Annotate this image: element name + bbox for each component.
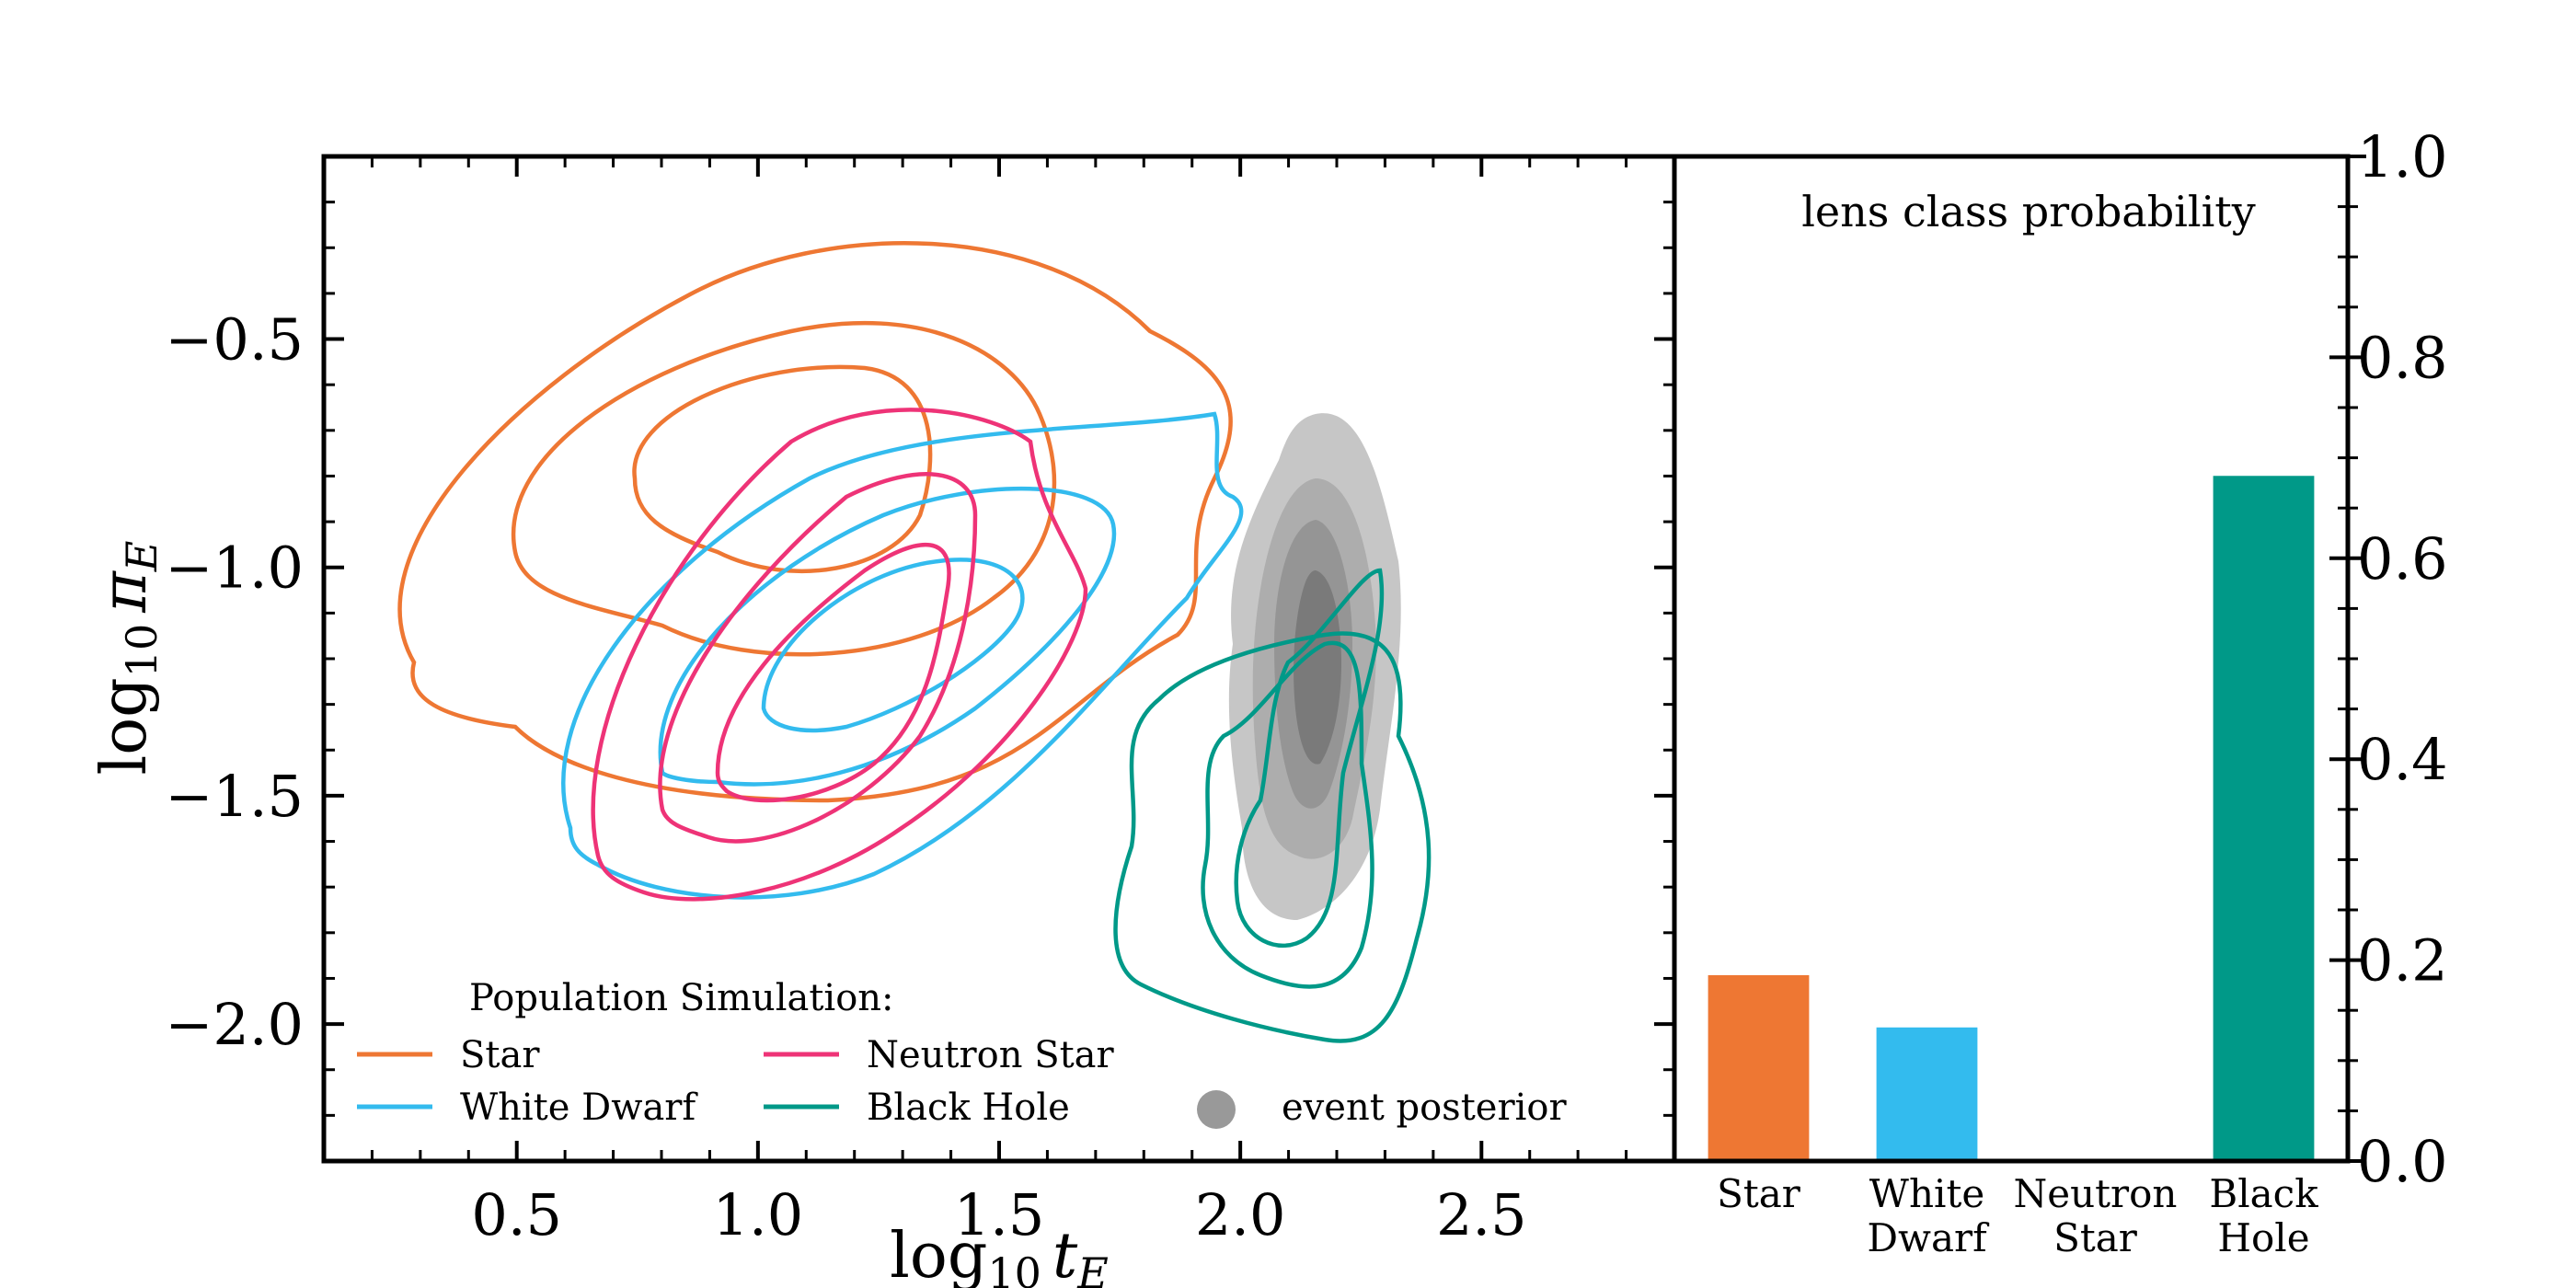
legend-label-white-dwarf: White Dwarf (460, 1087, 698, 1129)
black-hole-contours (1113, 568, 1432, 1043)
y-tick-label: −1.0 (165, 535, 304, 602)
bar-y-tick-label: 1.0 (2357, 123, 2448, 190)
neutron-star-contours (591, 408, 1088, 902)
bar-white-dwarf (1876, 1027, 1978, 1161)
bar-panel-title: lens class probability (1801, 187, 2256, 236)
legend-label-neutron-star: Neutron Star (867, 1034, 1115, 1076)
x-tick-label: 0.5 (471, 1181, 562, 1248)
contour-panel: 0.5 1.0 1.5 2.0 2.5−0.5−1.0−1.5−2.0 log10 tE … (88, 154, 1677, 1288)
bar-y-tick-label: 0.6 (2357, 525, 2448, 592)
white-dwarf-contour-outer (561, 411, 1244, 900)
legend: Population Simulation: Star White Dwarf … (357, 977, 1567, 1129)
bar-black-hole (2213, 476, 2315, 1161)
star-contour-mid (512, 320, 1057, 657)
bar-y-tick-label: 0.8 (2357, 324, 2448, 391)
white-dwarf-contour-inner (761, 558, 1025, 733)
y-axis-title: log10πE (88, 540, 167, 775)
bar-category-labels: Star White Dwarf Neutron Star Black Hole (1717, 1171, 2318, 1260)
x-tick-label: 1.5 (954, 1181, 1045, 1248)
x-tick-label: 1.0 (713, 1181, 804, 1248)
white-dwarf-contour-mid (658, 486, 1117, 787)
bar-label-black-hole: Black Hole (2209, 1171, 2318, 1260)
bar-panel: 0.0 0.2 0.4 0.6 0.8 1.0 Star White Dwarf Neutron… (1672, 123, 2448, 1260)
legend-label-star: Star (460, 1034, 540, 1076)
y-tick-label: −2.0 (165, 991, 304, 1058)
x-tick-label: 2.5 (1436, 1181, 1527, 1248)
bar-label-white-dwarf: White Dwarf (1867, 1171, 1990, 1260)
star-contours (397, 241, 1233, 803)
bar-y-tick-label: 0.4 (2357, 726, 2448, 793)
neutron-star-contour-mid (658, 472, 978, 844)
legend-swatch-event-posterior (1197, 1090, 1236, 1129)
legend-label-black-hole: Black Hole (867, 1087, 1070, 1129)
x-tick-label: 2.0 (1195, 1181, 1286, 1248)
black-hole-contour-inner (1234, 568, 1385, 949)
bar-axis-ticks (2329, 155, 2366, 1163)
neutron-star-contour-outer (591, 408, 1088, 902)
star-contour-inner (632, 364, 933, 574)
legend-label-event-posterior: event posterior (1282, 1087, 1567, 1129)
y-tick-label: −0.5 (165, 306, 304, 374)
bar-y-tick-label: 0.0 (2357, 1128, 2448, 1195)
event-posterior (1228, 413, 1401, 920)
bar-label-star: Star (1717, 1171, 1801, 1216)
bars (1708, 476, 2315, 1161)
x-axis-title: log10 tE (890, 1220, 1109, 1288)
contour-tick-labels: 0.5 1.0 1.5 2.0 2.5 −0.5 −1.0 −1.5 −2.0 (165, 306, 1526, 1248)
bar-y-tick-label: 0.2 (2357, 927, 2448, 995)
black-hole-contour-outer (1113, 631, 1432, 1043)
bar-tick-labels: 0.0 0.2 0.4 0.6 0.8 1.0 (2357, 123, 2448, 1195)
black-hole-contour-mid (1201, 640, 1374, 989)
bar-label-neutron-star: Neutron Star (2014, 1171, 2178, 1260)
y-tick-label: −1.5 (165, 763, 304, 830)
legend-title: Population Simulation: (469, 977, 894, 1019)
bar-star (1708, 974, 1810, 1161)
star-contour-outer (397, 241, 1233, 803)
neutron-star-contour-inner (715, 542, 951, 803)
white-dwarf-contours (561, 411, 1244, 900)
